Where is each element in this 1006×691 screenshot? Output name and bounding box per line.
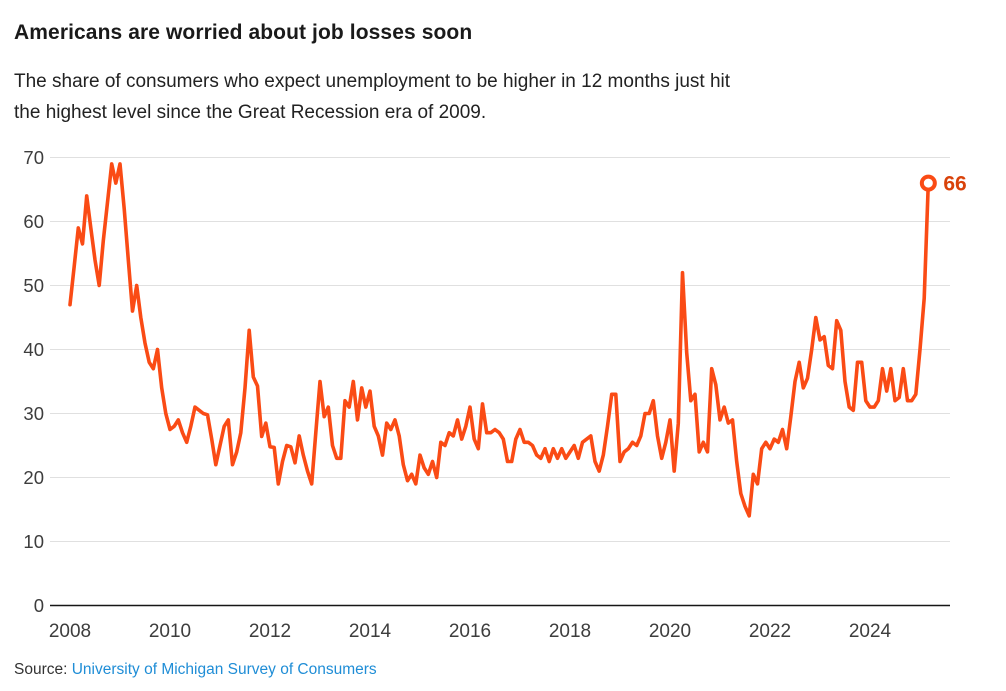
end-point-marker [919,174,937,192]
x-tick-label: 2014 [349,621,392,642]
subtitle-line-2: the highest level since the Great Recess… [14,102,487,123]
end-value-label: 66 [943,173,966,196]
x-tick-label: 2018 [549,621,591,642]
trend-line [68,162,931,518]
y-tick-label: 0 [34,595,44,616]
x-tick-label: 2020 [649,621,691,642]
subtitle-line-1: The share of consumers who expect unempl… [14,71,731,92]
y-tick-label: 20 [23,467,44,488]
source-prefix-label: Source: [14,661,68,678]
y-tick-label: 60 [23,211,44,232]
source-link[interactable]: University of Michigan Survey of Consume… [71,661,377,678]
x-tick-label: 2012 [249,621,291,642]
page-title: Americans are worried about job losses s… [14,21,473,44]
y-tick-label: 70 [23,147,44,168]
y-tick-label: 50 [23,275,44,296]
x-tick-label: 2010 [149,621,191,642]
y-tick-label: 10 [23,531,44,552]
x-tick-label: 2022 [749,621,791,642]
y-tick-label: 30 [23,403,44,424]
x-tick-label: 2024 [849,621,892,642]
chart-subtitle: The share of consumers who expect unempl… [14,66,730,128]
source-note: Source: University of Michigan Survey of… [14,661,377,679]
y-tick-label: 40 [23,339,44,360]
x-tick-label: 2016 [449,621,491,642]
x-tick-label: 2008 [49,621,91,642]
